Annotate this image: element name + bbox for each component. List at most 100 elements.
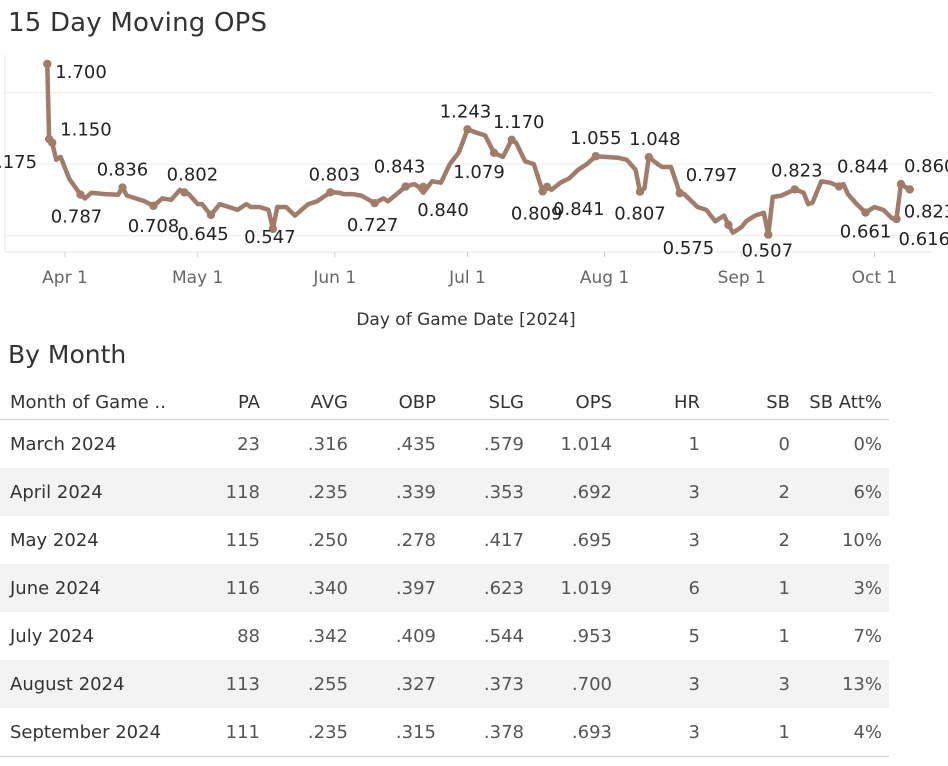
cell-month: June 2024 bbox=[0, 564, 180, 612]
x-tick-label: Jun 1 bbox=[312, 268, 356, 288]
data-point[interactable] bbox=[644, 153, 654, 162]
data-point[interactable] bbox=[896, 179, 906, 189]
data-point[interactable] bbox=[47, 138, 57, 147]
data-point[interactable] bbox=[724, 220, 733, 230]
cell-sb-att: 10% bbox=[841, 529, 882, 551]
data-label: 0.787 bbox=[51, 207, 103, 228]
data-point[interactable] bbox=[635, 187, 645, 196]
col-header-slg[interactable]: SLG bbox=[436, 385, 524, 420]
data-point[interactable] bbox=[180, 188, 189, 197]
table-row: March 2024 23 .316 .435 .579 1.014 1 0 0% bbox=[0, 420, 889, 469]
cell-pa: 118 bbox=[180, 468, 260, 516]
col-header-ops[interactable]: OPS bbox=[524, 385, 612, 420]
x-tick-label: Aug 1 bbox=[580, 268, 629, 288]
cell-hr: 3 bbox=[612, 468, 700, 516]
data-label: 0.823 bbox=[904, 201, 948, 222]
data-label: 0.797 bbox=[686, 165, 738, 186]
data-point[interactable] bbox=[370, 198, 379, 208]
table-row: June 2024 116.340.397.623 1.019 6 1 3% bbox=[0, 564, 889, 612]
col-header-hr[interactable]: HR bbox=[612, 385, 700, 420]
cell-slg: .579 bbox=[483, 433, 524, 455]
cell-slg: .373 bbox=[436, 660, 524, 708]
cell-pa: 88 bbox=[237, 625, 260, 647]
cell-obp: .327 bbox=[348, 660, 436, 708]
data-label: 1.079 bbox=[453, 162, 505, 183]
data-point[interactable] bbox=[764, 230, 773, 239]
cell-obp: .315 bbox=[348, 708, 436, 757]
ops-series-line bbox=[45, 61, 913, 237]
data-point[interactable] bbox=[206, 210, 216, 220]
col-header-month[interactable]: Month of Game .. bbox=[0, 385, 180, 420]
cell-month: March 2024 bbox=[10, 433, 117, 455]
data-point[interactable] bbox=[507, 135, 516, 144]
cell-pa: 23 bbox=[237, 433, 260, 455]
cell-month: August 2024 bbox=[0, 660, 180, 708]
col-header-sb-att[interactable]: SB Att% bbox=[790, 385, 889, 420]
data-point[interactable] bbox=[463, 125, 472, 134]
data-point[interactable] bbox=[905, 185, 914, 194]
data-point[interactable] bbox=[834, 182, 844, 191]
cell-sb: 1 bbox=[778, 625, 790, 647]
cell-avg: .342 bbox=[307, 625, 348, 647]
data-label: 0.823 bbox=[771, 160, 823, 181]
x-tick-label: May 1 bbox=[172, 268, 223, 288]
table-row: August 2024 113.255.327.373.700 3 3 13% bbox=[0, 660, 889, 708]
data-label: 0.809 bbox=[511, 203, 563, 224]
cell-hr: 1 bbox=[688, 433, 700, 455]
data-label: 0.836 bbox=[97, 160, 149, 181]
data-point[interactable] bbox=[43, 59, 52, 69]
data-point[interactable] bbox=[76, 190, 85, 199]
data-point[interactable] bbox=[591, 152, 600, 161]
cell-sb: 0 bbox=[778, 433, 790, 455]
data-point[interactable] bbox=[149, 201, 158, 211]
cell-slg: .623 bbox=[436, 564, 524, 612]
data-point[interactable] bbox=[542, 182, 552, 192]
cell-pa: 111 bbox=[180, 708, 260, 757]
cell-pa: 116 bbox=[180, 564, 260, 612]
data-point[interactable] bbox=[118, 183, 127, 192]
data-point[interactable] bbox=[790, 185, 799, 194]
cell-sb-att: 4% bbox=[790, 708, 889, 757]
table-row: April 2024 118.235.339.353.692 3 2 6% bbox=[0, 468, 889, 516]
cell-sb-att: 13% bbox=[790, 660, 889, 708]
cell-sb: 1 bbox=[700, 564, 790, 612]
data-point[interactable] bbox=[861, 208, 870, 217]
cell-obp: .397 bbox=[348, 564, 436, 612]
data-label: 0.803 bbox=[309, 164, 361, 185]
data-point[interactable] bbox=[419, 182, 428, 192]
cell-pa: 115 bbox=[225, 529, 260, 551]
data-point[interactable] bbox=[401, 182, 410, 191]
table-header-row: Month of Game .. PA AVG OBP SLG OPS HR S… bbox=[0, 385, 889, 420]
ops-line-chart: Apr 1 May 1 Jun 1 Jul 1 Aug 1 Sep 1 Oct 1 1.70… bbox=[0, 55, 948, 288]
cell-sb: 1 bbox=[700, 708, 790, 757]
cell-pa: 113 bbox=[180, 660, 260, 708]
cell-ops: 1.014 bbox=[560, 433, 612, 455]
data-point[interactable] bbox=[268, 224, 278, 234]
cell-month: September 2024 bbox=[0, 708, 180, 757]
cell-hr: 3 bbox=[612, 708, 700, 757]
cell-sb-att: 6% bbox=[790, 468, 889, 516]
col-header-avg[interactable]: AVG bbox=[260, 385, 348, 420]
col-header-sb[interactable]: SB bbox=[700, 385, 790, 420]
cell-ops: .692 bbox=[524, 468, 612, 516]
table-row: September 2024 111.235.315.378.693 3 1 4% bbox=[0, 708, 889, 757]
data-point[interactable] bbox=[326, 188, 335, 197]
data-point[interactable] bbox=[892, 214, 901, 224]
cell-sb-att: 3% bbox=[790, 564, 889, 612]
col-header-obp[interactable]: OBP bbox=[348, 385, 436, 420]
data-point[interactable] bbox=[489, 148, 499, 158]
data-label: 0.507 bbox=[741, 241, 793, 262]
data-point[interactable] bbox=[675, 188, 684, 198]
x-tick-label: Apr 1 bbox=[42, 268, 88, 288]
data-label: 1.150 bbox=[60, 120, 112, 141]
data-label: 0.844 bbox=[837, 156, 889, 177]
cell-avg: .316 bbox=[307, 433, 348, 455]
cell-slg: .353 bbox=[436, 468, 524, 516]
x-tick-label: Jul 1 bbox=[448, 268, 486, 288]
data-label: 0.575 bbox=[663, 238, 715, 259]
cell-ops: .695 bbox=[571, 529, 612, 551]
col-header-pa[interactable]: PA bbox=[180, 385, 260, 420]
x-tick-label: Oct 1 bbox=[852, 268, 898, 288]
data-label: 0.841 bbox=[553, 199, 605, 220]
data-label: 1.048 bbox=[629, 129, 681, 150]
